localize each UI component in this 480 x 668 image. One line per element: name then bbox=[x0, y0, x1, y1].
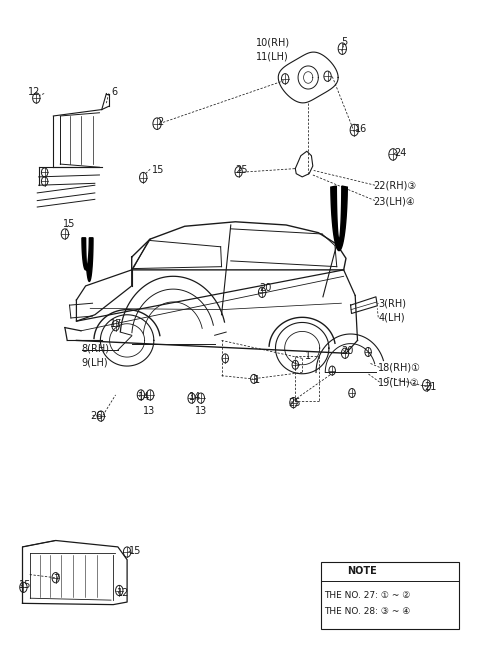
Text: 15: 15 bbox=[129, 546, 141, 556]
Text: THE NO. 28: ③ ~ ④: THE NO. 28: ③ ~ ④ bbox=[324, 607, 411, 616]
Text: 23(LH)④: 23(LH)④ bbox=[373, 197, 415, 207]
Text: 18(RH)①: 18(RH)① bbox=[378, 362, 421, 372]
Text: 15: 15 bbox=[62, 218, 75, 228]
Text: 11(LH): 11(LH) bbox=[256, 51, 289, 61]
Text: 25: 25 bbox=[235, 165, 248, 175]
Text: 19(LH)②: 19(LH)② bbox=[378, 377, 420, 387]
Text: 20: 20 bbox=[259, 283, 272, 293]
Text: 10(RH): 10(RH) bbox=[256, 37, 290, 47]
Text: 25: 25 bbox=[288, 397, 301, 407]
Text: 12: 12 bbox=[28, 87, 40, 97]
Text: 12: 12 bbox=[117, 588, 129, 598]
Text: 1: 1 bbox=[254, 375, 260, 385]
Text: 13: 13 bbox=[143, 406, 156, 416]
Text: NOTE: NOTE bbox=[347, 566, 377, 576]
FancyBboxPatch shape bbox=[321, 562, 459, 629]
Text: 24: 24 bbox=[395, 148, 407, 158]
Text: 14: 14 bbox=[138, 392, 150, 402]
Text: THE NO. 27: ① ~ ②: THE NO. 27: ① ~ ② bbox=[324, 591, 411, 600]
Text: 15: 15 bbox=[153, 165, 165, 175]
Text: 8(RH): 8(RH) bbox=[81, 344, 109, 354]
Text: 15: 15 bbox=[19, 580, 31, 591]
Text: 4(LH): 4(LH) bbox=[378, 313, 405, 323]
Text: 3(RH): 3(RH) bbox=[378, 298, 406, 308]
Text: 2: 2 bbox=[157, 118, 163, 128]
Text: 17: 17 bbox=[110, 319, 122, 329]
Text: 26: 26 bbox=[90, 411, 103, 421]
Text: 14: 14 bbox=[189, 392, 202, 402]
Text: 9(LH): 9(LH) bbox=[81, 357, 108, 367]
Text: 21: 21 bbox=[424, 381, 437, 391]
Text: 22(RH)③: 22(RH)③ bbox=[373, 180, 417, 190]
Polygon shape bbox=[82, 238, 93, 281]
Text: 1: 1 bbox=[304, 351, 311, 361]
Polygon shape bbox=[331, 186, 348, 250]
Text: 20: 20 bbox=[341, 345, 354, 355]
Text: 6: 6 bbox=[111, 87, 117, 97]
Text: 5: 5 bbox=[341, 37, 348, 47]
Text: 13: 13 bbox=[195, 406, 207, 416]
Text: 7: 7 bbox=[53, 574, 60, 584]
Text: 16: 16 bbox=[355, 124, 368, 134]
